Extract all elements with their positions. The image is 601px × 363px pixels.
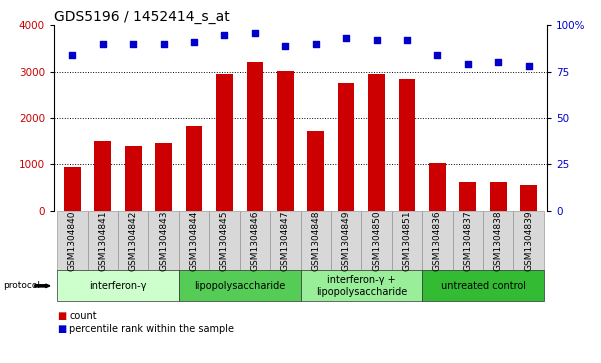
Text: count: count (69, 311, 97, 321)
Point (281, 43, 290, 49)
Text: ■: ■ (57, 311, 66, 321)
Text: interferon-γ +
lipopolysaccharide: interferon-γ + lipopolysaccharide (316, 275, 407, 297)
Point (189, 39, 199, 45)
Text: GSM1304849: GSM1304849 (341, 210, 350, 271)
Point (433, 52, 442, 58)
Bar (429, 163, 446, 211)
Text: GSM1304847: GSM1304847 (281, 210, 290, 271)
Point (159, 41, 168, 47)
Text: GSM1304837: GSM1304837 (463, 210, 472, 271)
Bar (125, 146, 142, 211)
Text: interferon-γ: interferon-γ (89, 281, 147, 291)
Point (341, 36, 351, 41)
Text: GSM1304841: GSM1304841 (99, 210, 107, 271)
Text: GSM1304843: GSM1304843 (159, 210, 168, 271)
Point (250, 30, 260, 36)
Bar (459, 182, 476, 211)
Text: GSM1304840: GSM1304840 (68, 210, 77, 271)
Bar (338, 83, 355, 211)
Bar (246, 61, 263, 211)
Bar (216, 74, 233, 211)
Bar (307, 131, 324, 211)
Point (372, 37, 382, 43)
Point (219, 32, 229, 38)
Bar (398, 79, 415, 211)
Text: GSM1304848: GSM1304848 (311, 210, 320, 271)
Bar (520, 185, 537, 211)
Point (98, 41, 108, 47)
Text: GSM1304851: GSM1304851 (403, 210, 412, 271)
Point (402, 37, 412, 43)
Text: GSM1304846: GSM1304846 (251, 210, 260, 271)
Text: protocol: protocol (3, 281, 40, 290)
Text: GSM1304838: GSM1304838 (494, 210, 502, 271)
Point (524, 63, 534, 69)
Point (311, 41, 320, 47)
Text: untreated control: untreated control (441, 281, 525, 291)
Text: GSM1304850: GSM1304850 (372, 210, 381, 271)
Bar (64, 167, 81, 211)
Point (463, 61, 472, 67)
Bar (490, 182, 507, 211)
Text: GSM1304845: GSM1304845 (220, 210, 229, 271)
Text: GDS5196 / 1452414_s_at: GDS5196 / 1452414_s_at (54, 11, 230, 24)
Bar (94, 141, 111, 211)
Text: GSM1304836: GSM1304836 (433, 210, 442, 271)
Point (67, 52, 77, 58)
Point (493, 60, 503, 65)
Text: GSM1304844: GSM1304844 (189, 210, 198, 271)
Text: lipopolysaccharide: lipopolysaccharide (194, 281, 285, 291)
Bar (368, 74, 385, 211)
Bar (155, 143, 172, 211)
Text: GSM1304842: GSM1304842 (129, 210, 138, 271)
Point (129, 41, 138, 47)
Text: percentile rank within the sample: percentile rank within the sample (69, 323, 234, 334)
Text: GSM1304839: GSM1304839 (524, 210, 533, 271)
Bar (186, 126, 203, 211)
Bar (277, 71, 294, 211)
Text: ■: ■ (57, 323, 66, 334)
